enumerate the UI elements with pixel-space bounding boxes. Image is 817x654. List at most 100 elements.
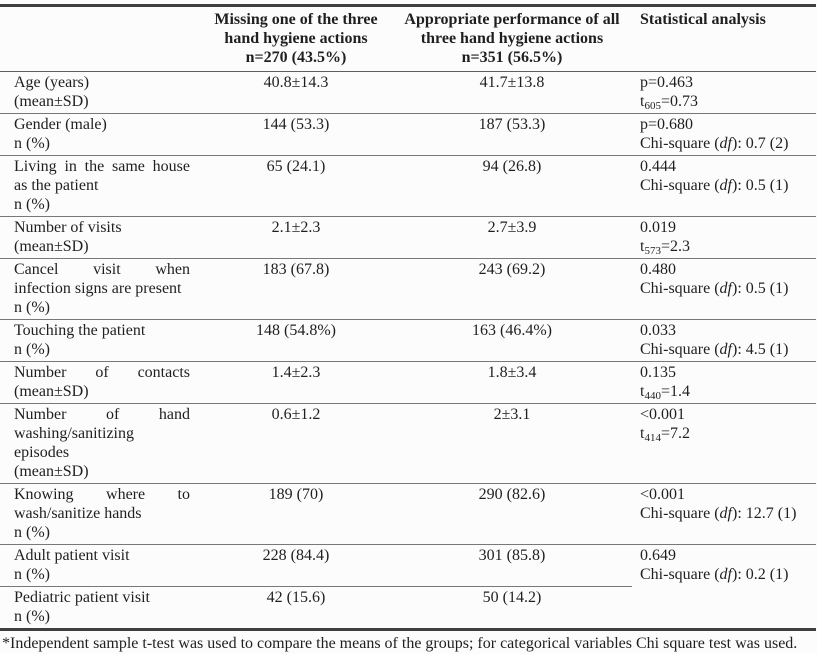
label-line: n (%) [14,196,50,213]
stat-cell: <0.001 t414=7.2 [632,403,816,484]
row-pediatric-patient-visit: Pediatric patient visit n (%) 42 (15.6) … [0,587,816,630]
group2-value: 187 (53.3) [392,113,632,156]
label-line: Pediatric patient visit [14,589,150,606]
label-line: wash/sanitize hands [14,505,142,522]
header-group2-line3: n=351 (56.5%) [461,49,563,66]
label-line: Age (years) [14,74,90,91]
stat-text: ): 4.5 (1) [731,341,789,358]
stat-cell: <0.001 Chi-square (df): 12.7 (1) [632,483,816,545]
label-line: Cancel visit when [14,261,190,278]
stat-line-1: p=0.680 [640,116,694,133]
stat-line-2: Chi-square (df): 4.5 (1) [640,340,816,359]
label-line: Gender (male) [14,116,107,133]
stat-text: ): 0.7 (2) [731,135,789,152]
label-line: Number of hand [14,406,190,423]
stat-line-2: Chi-square (df): 0.7 (2) [640,134,816,153]
group2-value: 290 (82.6) [392,483,632,545]
row-age-label: Age (years) (mean±SD) [0,71,200,114]
group2-value: 2±3.1 [392,403,632,484]
label-line: (mean±SD) [14,93,89,110]
stat-cell: p=0.680 Chi-square (df): 0.7 (2) [632,113,816,156]
stat-line-1: <0.001 [640,406,686,423]
row-living-same-house: Living in the same house as the patient … [0,155,816,217]
label-line: washing/sanitizing [14,425,134,442]
header-group1-line1: Missing one of the three [214,11,378,28]
stat-italic-df: df [719,341,732,358]
stat-text: ): 0.2 (1) [731,566,789,583]
header-empty-cell [0,5,200,72]
stat-line-1: 0.135 [640,364,676,381]
row-touching-patient: Touching the patient n (%) 148 (54.8%) 1… [0,319,816,362]
stat-text: =7.2 [660,425,690,442]
row-contacts-label: Number of contacts (mean±SD) [0,361,200,404]
label-line: n (%) [14,524,50,541]
header-group1: Missing one of the three hand hygiene ac… [200,5,392,72]
header-group2-line2: three hand hygiene actions [420,30,604,47]
group2-value: 94 (26.8) [392,155,632,217]
stat-text: =1.4 [660,383,690,400]
row-gender-label: Gender (male) n (%) [0,113,200,156]
header-group1-line3: n=270 (43.5%) [245,49,347,66]
stat-italic-df: df [719,566,732,583]
stat-text: Chi-square ( [640,341,720,358]
stat-text: Chi-square ( [640,135,720,152]
stat-line-2: t414=7.2 [640,424,816,444]
stat-line-2: t573=2.3 [640,237,816,257]
stat-cell: p=0.463 t605=0.73 [632,71,816,114]
label-line: Touching the patient [14,322,146,339]
row-knowing-where-to-wash: Knowing where to wash/sanitize hands n (… [0,483,816,545]
stat-line-1: 0.649 [640,547,676,564]
stat-line-1: p=0.463 [640,74,694,91]
group2-value: 243 (69.2) [392,258,632,320]
row-hand-washing-episodes: Number of hand washing/sanitizing episod… [0,403,816,484]
stat-cell: 0.480 Chi-square (df): 0.5 (1) [632,258,816,320]
stat-text: t [640,383,645,400]
label-line: Adult patient visit [14,547,130,564]
row-cancel-visit: Cancel visit when infection signs are pr… [0,258,816,320]
label-line: n (%) [14,299,50,316]
row-living-label: Living in the same house as the patient … [0,155,200,217]
stat-text: Chi-square ( [640,505,720,522]
stat-cell: 0.033 Chi-square (df): 4.5 (1) [632,319,816,362]
stat-italic-df: df [719,177,732,194]
label-line: as the patient [14,177,99,194]
group1-value: 148 (54.8%) [200,319,392,362]
row-touching-label: Touching the patient n (%) [0,319,200,362]
footnote: *Independent sample t-test was used to c… [2,635,798,652]
group1-value: 1.4±2.3 [200,361,392,404]
stat-line-2: t605=0.73 [640,92,816,112]
stat-line-1: 0.033 [640,322,676,339]
group2-value: 41.7±13.8 [392,71,632,114]
row-number-of-visits: Number of visits (mean±SD) 2.1±2.3 2.7±3… [0,216,816,259]
stat-text: ): 12.7 (1) [731,505,797,522]
group1-value: 189 (70) [200,483,392,545]
row-pediatric-label: Pediatric patient visit n (%) [0,587,200,630]
stat-line-2: Chi-square (df): 0.5 (1) [640,279,816,298]
comparison-table: Missing one of the three hand hygiene ac… [0,4,816,631]
stat-text: Chi-square ( [640,280,720,297]
group2-value: 163 (46.4%) [392,319,632,362]
stat-italic-df: df [719,505,732,522]
label-line: Number of contacts [14,364,190,381]
row-number-of-contacts: Number of contacts (mean±SD) 1.4±2.3 1.8… [0,361,816,404]
stat-cell-merged: 0.649 Chi-square (df): 0.2 (1) [632,544,816,630]
stat-line-1: <0.001 [640,486,686,503]
label-line: Knowing where to [14,486,190,503]
header-statistical-analysis: Statistical analysis [632,5,816,72]
stat-line-2: Chi-square (df): 0.5 (1) [640,176,816,195]
label-line: n (%) [14,135,50,152]
group1-value: 42 (15.6) [266,589,326,606]
label-line: (mean±SD) [14,238,89,255]
label-line: episodes [14,444,70,461]
label-line: n (%) [14,608,50,625]
group1-value: 228 (84.4) [200,544,392,587]
group1-value: 144 (53.3) [200,113,392,156]
stat-text: Chi-square ( [640,177,720,194]
stat-text: ): 0.5 (1) [731,177,789,194]
stat-text: ): 0.5 (1) [731,280,789,297]
group1-value: 183 (67.8) [200,258,392,320]
label-line: (mean±SD) [14,383,89,400]
row-visits-label: Number of visits (mean±SD) [0,216,200,259]
row-cancel-label: Cancel visit when infection signs are pr… [0,258,200,320]
